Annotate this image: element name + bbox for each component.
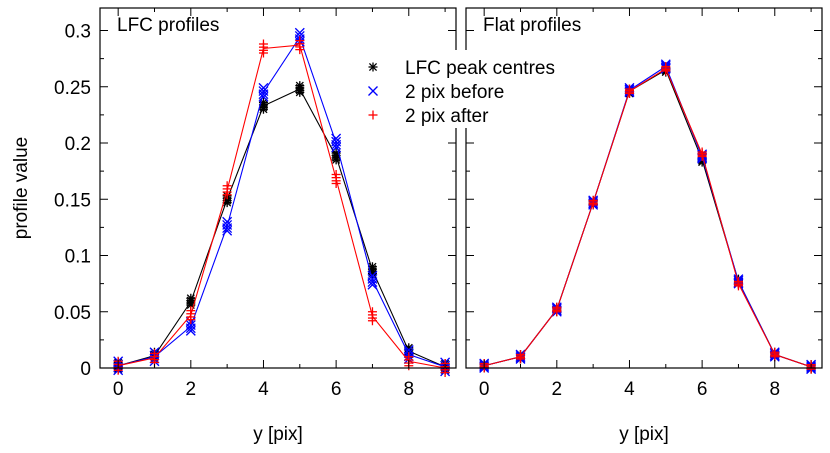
panel-title-flat: Flat profiles <box>483 15 581 36</box>
data-point <box>222 216 233 227</box>
data-point <box>331 170 341 179</box>
data-point <box>331 133 342 144</box>
data-point <box>222 181 232 191</box>
x-axis-label-lfc: y [pix] <box>253 424 303 445</box>
ticks-flat: 0 2 4 6 8 <box>466 8 822 400</box>
data-point <box>367 270 378 281</box>
plot-area-lfc <box>113 27 451 377</box>
legend-entry-1: 2 pix before <box>368 82 504 103</box>
frame-lfc <box>99 7 457 369</box>
data-point <box>552 302 562 312</box>
y-tick-label: 0.15 <box>54 190 91 211</box>
data-point <box>258 86 269 96</box>
x-axis-label-flat: y [pix] <box>619 424 669 445</box>
data-point <box>733 276 743 286</box>
data-point <box>185 320 196 330</box>
ticks-lfc: 0 2 4 6 8 0 0.05 0.1 0.15 0.2 0.25 0.3 <box>54 8 456 400</box>
legend-label: 2 pix before <box>405 82 504 103</box>
x-tick-label: 4 <box>624 379 635 400</box>
x-tick-label: 8 <box>403 379 414 400</box>
series-line <box>118 36 446 368</box>
x-tick-label: 0 <box>479 379 490 400</box>
data-point <box>186 306 196 316</box>
data-point <box>697 147 707 157</box>
y-tick-label: 0.05 <box>54 303 91 324</box>
data-point <box>258 82 269 93</box>
data-point <box>404 352 414 362</box>
legend-background <box>358 50 598 128</box>
x-tick-label: 2 <box>186 379 197 400</box>
data-point <box>222 219 233 230</box>
series-line <box>118 44 446 369</box>
y-tick-label: 0 <box>80 359 91 380</box>
data-point <box>624 84 634 94</box>
x-tick-label: 2 <box>552 379 563 400</box>
y-tick-label: 0.1 <box>65 247 91 268</box>
data-point <box>515 350 525 359</box>
data-point <box>294 30 305 41</box>
frame-flat <box>465 7 823 369</box>
panel-lfc-profiles: 0 2 4 6 8 0 0.05 0.1 0.15 0.2 0.25 0.3 LFC profiles… <box>11 7 457 445</box>
data-point <box>295 81 305 91</box>
x-tick-label: 8 <box>769 379 780 400</box>
data-point <box>367 307 377 317</box>
data-point <box>588 195 598 205</box>
y-tick-label: 0.25 <box>54 78 91 99</box>
panel-title-lfc: LFC profiles <box>117 15 219 36</box>
data-point <box>403 345 414 355</box>
panel-flat-profiles: 0 2 4 6 8 Flat profiles y [pix] <box>465 7 823 445</box>
x-tick-label: 0 <box>113 379 124 400</box>
data-point <box>294 27 305 38</box>
data-point <box>367 262 377 272</box>
legend-marker <box>368 110 378 120</box>
legend-label: LFC peak centres <box>405 58 555 79</box>
data-point <box>367 273 378 284</box>
x-tick-label: 6 <box>697 379 708 400</box>
data-point <box>149 348 159 358</box>
y-axis-label: profile value <box>11 137 32 239</box>
data-point <box>661 62 671 71</box>
data-point <box>258 39 268 49</box>
legend: LFC peak centres 2 pix before 2 pix after <box>358 50 598 128</box>
series-line <box>484 67 812 368</box>
data-point <box>331 136 342 147</box>
y-tick-label: 0.3 <box>65 22 91 43</box>
data-point <box>770 347 780 357</box>
data-point <box>186 293 196 303</box>
series-1-2 <box>479 62 816 374</box>
series-line <box>118 88 446 368</box>
data-point <box>295 36 305 46</box>
x-tick-label: 4 <box>258 379 269 400</box>
legend-entry-0: LFC peak centres <box>368 58 555 79</box>
legend-marker <box>368 86 378 96</box>
y-tick-label: 0.2 <box>65 134 91 155</box>
legend-entry-2: 2 pix after <box>368 106 489 127</box>
x-tick-label: 6 <box>331 379 342 400</box>
legend-marker <box>368 62 378 72</box>
legend-label: 2 pix after <box>405 106 489 127</box>
